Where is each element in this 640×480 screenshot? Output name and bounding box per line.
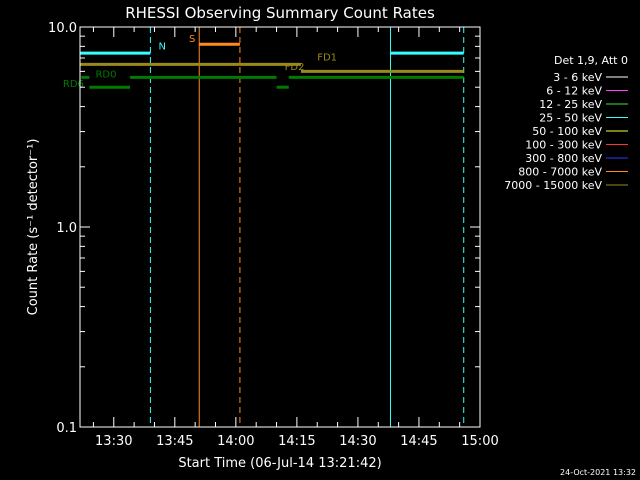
plot-content: N S FD1 FD2 RD0 RD6	[63, 27, 465, 427]
legend-entry-label: 3 - 6 keV	[553, 71, 602, 84]
legend-entry-label: 300 - 800 keV	[525, 152, 602, 165]
x-axis-label: Start Time (06-Jul-14 13:21:42)	[178, 456, 381, 471]
y-tick-label: 10.0	[48, 21, 77, 36]
x-tick-label: 14:00	[217, 434, 254, 449]
y-tick-label: 1.0	[56, 221, 77, 236]
y-axis-label: Count Rate (s⁻¹ detector⁻¹)	[26, 139, 41, 316]
x-tick-label: 13:45	[156, 434, 193, 449]
x-tick-label: 14:15	[278, 434, 315, 449]
legend-entry-label: 7000 - 15000 keV	[504, 179, 602, 192]
annotation-fd1: FD1	[317, 52, 337, 63]
x-axis: 13:30 13:45 14:00 14:15 14:30 14:45 15:00	[92, 27, 499, 449]
annotation-rd6: RD6	[63, 79, 84, 90]
legend-entry-label: 100 - 300 keV	[525, 139, 602, 152]
chart-title: RHESSI Observing Summary Count Rates	[125, 4, 435, 22]
legend-entry-label: 800 - 7000 keV	[518, 166, 602, 179]
x-tick-label: 13:30	[95, 434, 132, 449]
annotation-n: N	[159, 42, 166, 53]
annotation-fd2: FD2	[285, 62, 305, 73]
legend-entry-label: 12 - 25 keV	[539, 98, 602, 111]
footer-timestamp: 24-Oct-2021 13:32	[560, 468, 636, 477]
annotation-rd0: RD0	[95, 69, 116, 80]
legend-entry-label: 6 - 12 keV	[546, 85, 602, 98]
x-tick-label: 14:30	[339, 434, 376, 449]
legend-entry-label: 50 - 100 keV	[532, 125, 602, 138]
x-tick-label: 14:45	[400, 434, 437, 449]
annotation-s: S	[189, 34, 195, 45]
y-tick-label: 0.1	[56, 421, 77, 436]
legend-header: Det 1,9, Att 0	[554, 54, 628, 67]
y-axis: 0.1 1.0 10.0	[48, 21, 480, 436]
x-tick-label: 15:00	[461, 434, 498, 449]
legend-entry-label: 25 - 50 keV	[539, 112, 602, 125]
